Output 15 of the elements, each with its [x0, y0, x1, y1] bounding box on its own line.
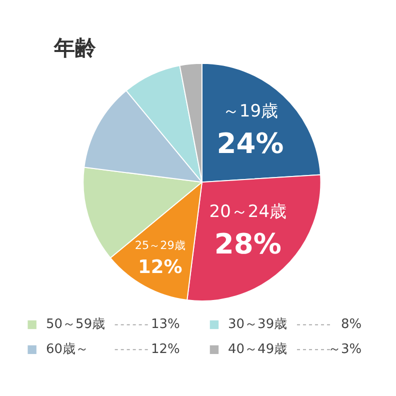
data-label: 24% [216, 126, 284, 160]
data-label: 12% [138, 256, 182, 278]
data-label: 8% [341, 317, 362, 332]
slice-label: 25～29歳 [134, 238, 186, 252]
data-label: 28% [214, 227, 282, 260]
data-label: 12% [151, 342, 180, 357]
slice-label: ～19歳 [222, 102, 278, 122]
legend-label: 30～39歳 [228, 317, 288, 332]
data-label: ～3% [328, 342, 362, 357]
legend-label: 60歳～ [46, 342, 89, 357]
legend-label: 50～59歳 [46, 317, 106, 332]
slice-label: 20～24歳 [209, 202, 287, 222]
chart-title: 年齢 [53, 36, 97, 60]
legend-label: 40～49歳 [228, 342, 288, 357]
data-label: 13% [151, 317, 180, 332]
